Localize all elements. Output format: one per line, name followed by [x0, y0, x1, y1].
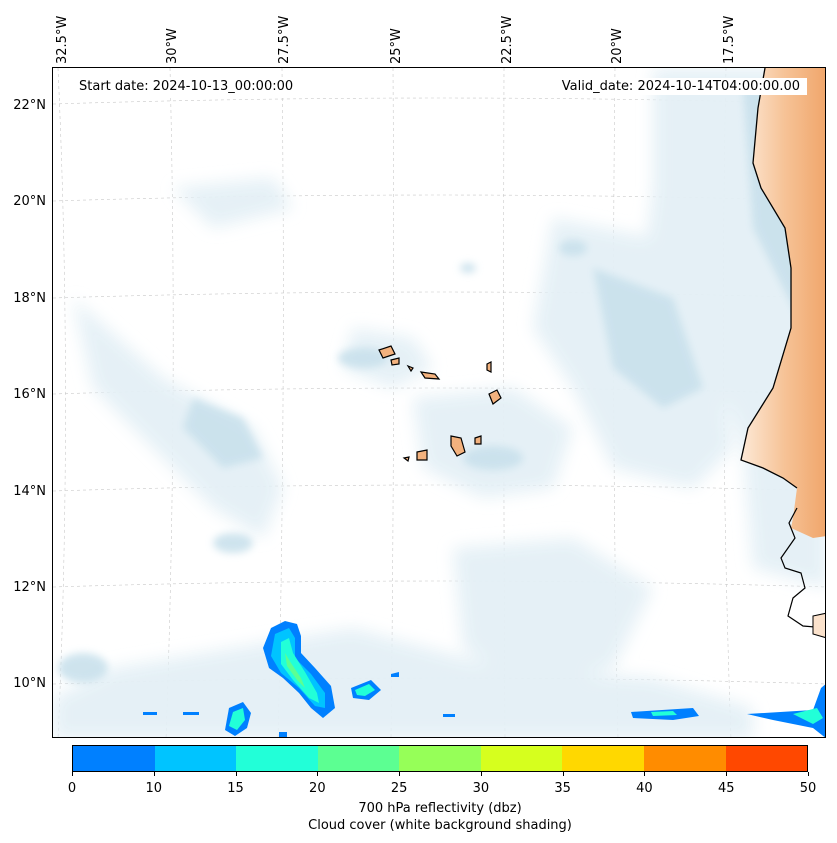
reflectivity-colorbar: [72, 745, 808, 772]
colorbar-segment: [480, 746, 563, 771]
colorbar-tick-mark: [808, 772, 809, 776]
colorbar-tick-mark: [480, 772, 482, 776]
colorbar-tick-label: 25: [390, 781, 408, 796]
colorbar-tick-label: 20: [309, 781, 326, 796]
colorbar-tick-label: 45: [717, 781, 735, 796]
colorbar-tick-mark: [72, 772, 73, 776]
land-africa: [740, 68, 825, 638]
lat-label: 20°N: [13, 194, 46, 209]
lon-label: 17.5°W: [722, 15, 737, 64]
reflectivity-cell: [225, 702, 251, 736]
colorbar-tick-mark: [235, 772, 237, 776]
lat-label: 18°N: [13, 291, 46, 306]
lat-label: 22°N: [13, 98, 46, 113]
colorbar-tick-label: 40: [636, 781, 653, 796]
colorbar-tick-mark: [562, 772, 564, 776]
start-date-label: Start date: 2024-10-13_00:00:00: [72, 78, 301, 95]
cape-verde-islands: [378, 345, 502, 463]
lon-label: 22.5°W: [500, 15, 515, 64]
reflectivity-cells: [143, 621, 825, 737]
lat-label: 14°N: [13, 484, 46, 499]
colorbar-sublabel: Cloud cover (white background shading): [308, 818, 572, 833]
colorbar-label: 700 hPa reflectivity (dbz): [358, 801, 522, 816]
colorbar-segment: [73, 746, 155, 771]
colorbar-tick-label: 0: [67, 781, 77, 796]
lon-label: 27.5°W: [277, 15, 292, 64]
colorbar-tick-mark: [644, 772, 646, 776]
colorbar-tick-label: 35: [554, 781, 571, 796]
colorbar-tick-mark: [726, 772, 728, 776]
colorbar-tick-mark: [399, 772, 401, 776]
colorbar-segment: [399, 746, 481, 771]
reflectivity-cell: [351, 680, 381, 700]
colorbar-segment: [643, 746, 726, 771]
cloud-cover-shading: [53, 68, 825, 737]
lat-label: 16°N: [13, 387, 46, 402]
colorbar-tick-mark: [317, 772, 319, 776]
colorbar-segment: [236, 746, 318, 771]
reflectivity-cell: [391, 672, 399, 677]
colorbar-tick-label: 30: [472, 781, 490, 796]
lon-label: 32.5°W: [55, 15, 70, 64]
colorbar-tick-label: 15: [227, 781, 244, 796]
colorbar-segment: [725, 746, 808, 771]
reflectivity-cell: [143, 712, 455, 737]
map-panel: Start date: 2024-10-13_00:00:00 Valid_da…: [52, 67, 826, 738]
reflectivity-cell: [651, 711, 677, 716]
lat-label: 10°N: [13, 676, 46, 691]
valid-date-label: Valid_date: 2024-10-14T04:00:00.00: [554, 78, 807, 95]
colorbar-tick-mark: [153, 772, 155, 776]
reflectivity-cell: [263, 621, 335, 718]
colorbar-tick-label: 10: [145, 781, 163, 796]
lon-label: 25°W: [389, 28, 404, 64]
reflectivity-cell: [793, 708, 823, 724]
map-canvas: [53, 68, 825, 737]
colorbar-segment: [562, 746, 644, 771]
reflectivity-cell: [747, 684, 825, 737]
lat-label: 12°N: [13, 580, 46, 595]
lon-label: 20°W: [610, 28, 625, 64]
lon-label: 30°W: [165, 28, 180, 64]
colorbar-segment: [154, 746, 237, 771]
colorbar-segment: [317, 746, 400, 771]
colorbar-tick-label: 50: [799, 781, 817, 796]
